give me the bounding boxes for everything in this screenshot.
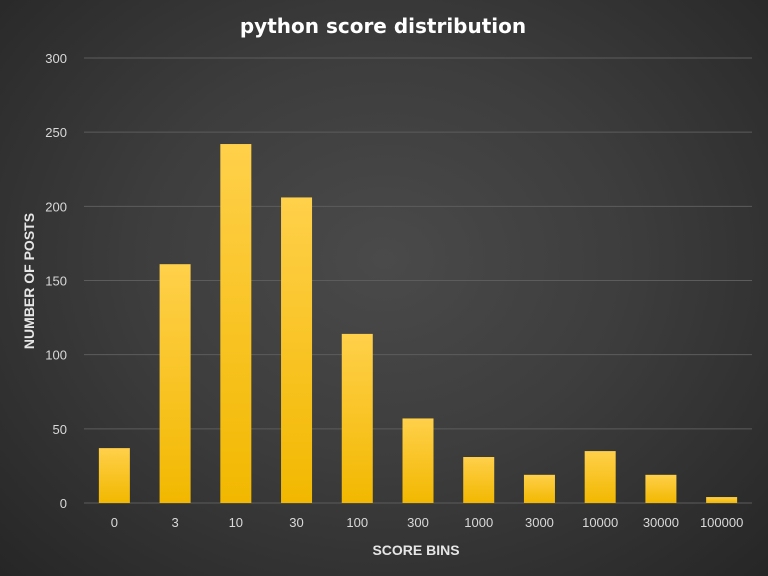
y-tick-label: 0 <box>60 496 67 511</box>
x-tick-label: 10 <box>229 515 243 530</box>
gridlines <box>84 57 752 504</box>
bar-300 <box>402 418 434 503</box>
y-axis-title: NUMBER OF POSTS <box>21 213 37 349</box>
bars <box>98 144 738 504</box>
y-tick-label: 50 <box>53 422 67 437</box>
bar-30 <box>281 197 313 503</box>
bar-10 <box>220 144 252 504</box>
x-tick-label: 1000 <box>464 515 493 530</box>
x-tick-label: 100 <box>346 515 368 530</box>
y-tick-label: 150 <box>45 274 67 289</box>
bar-100000 <box>706 497 738 503</box>
y-tick-label: 250 <box>45 125 67 140</box>
bar-0 <box>98 448 130 503</box>
bar-30000 <box>645 474 677 503</box>
x-tick-label: 300 <box>407 515 429 530</box>
x-axis-title: SCORE BINS <box>372 542 459 558</box>
x-tick-label: 0 <box>111 515 118 530</box>
bar-3000 <box>523 474 555 503</box>
x-tick-label: 3 <box>171 515 178 530</box>
bar-3 <box>159 264 191 503</box>
y-axis-ticks: 0 50 100 150 200 250 300 <box>45 51 67 511</box>
x-tick-label: 10000 <box>582 515 618 530</box>
y-tick-label: 200 <box>45 199 67 214</box>
bar-10000 <box>584 451 616 503</box>
chart-title: python score distribution <box>240 14 526 38</box>
y-tick-label: 300 <box>45 51 67 66</box>
bar-1000 <box>463 457 495 503</box>
x-tick-label: 3000 <box>525 515 554 530</box>
bar-100 <box>341 333 373 503</box>
x-tick-label: 30000 <box>643 515 679 530</box>
x-tick-label: 100000 <box>700 515 743 530</box>
x-tick-label: 30 <box>289 515 303 530</box>
x-axis-ticks: 0 3 10 30 100 300 1000 3000 10000 30000 100000 <box>111 515 744 530</box>
y-tick-label: 100 <box>45 348 67 363</box>
